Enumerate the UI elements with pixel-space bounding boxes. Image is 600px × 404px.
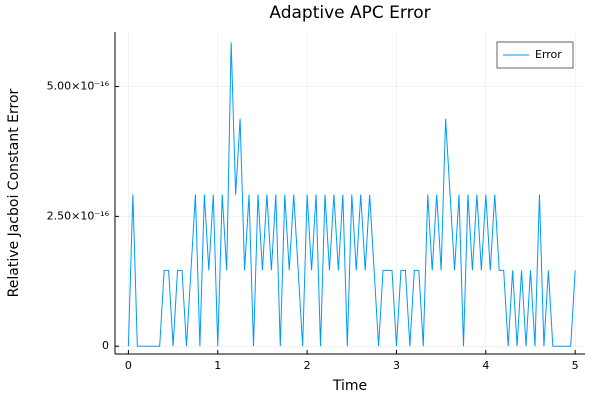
y-axis-label: Relative Jacboi Constant Error (6, 88, 22, 297)
y-tick-label: 0 (102, 339, 109, 352)
series-line (127, 42, 576, 347)
y-tick-label: 5.00×10⁻¹⁶ (47, 80, 110, 93)
x-tick-label: 3 (393, 359, 400, 372)
x-tick-label: 5 (572, 359, 579, 372)
x-axis-label: Time (332, 378, 367, 394)
chart-title: Adaptive APC Error (269, 3, 430, 23)
y-tick-label: 2.50×10⁻¹⁶ (47, 209, 110, 222)
x-tick-label: 0 (125, 359, 132, 372)
x-tick-label: 4 (482, 359, 489, 372)
x-tick-label: 1 (214, 359, 221, 372)
legend-label: Error (535, 48, 562, 61)
x-tick-label: 2 (304, 359, 311, 372)
